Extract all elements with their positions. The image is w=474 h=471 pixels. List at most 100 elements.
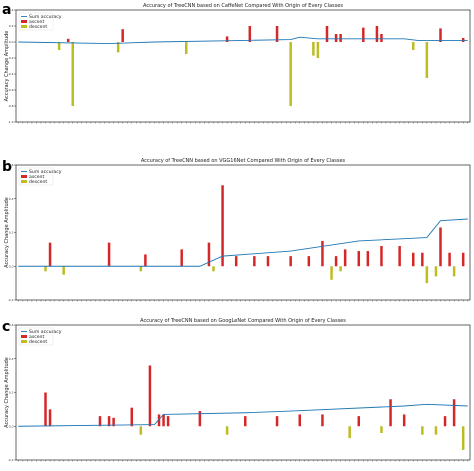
y-tick-label: -0.4 xyxy=(8,72,14,76)
descent-bar xyxy=(316,42,320,58)
y-tick-label: -0.8 xyxy=(8,104,14,108)
ascent-bar xyxy=(321,240,324,267)
legend-ascent-swatch xyxy=(21,175,27,178)
plot-frame xyxy=(15,164,471,301)
descent-bar xyxy=(434,266,438,277)
legend-descent-swatch xyxy=(21,25,27,28)
descent-bar xyxy=(44,266,47,272)
panel-letter: a xyxy=(2,2,11,18)
descent-bar xyxy=(380,426,383,433)
ascent-bar xyxy=(244,416,247,427)
descent-bar xyxy=(57,42,61,50)
y-tick-label: 0.0 xyxy=(9,264,14,268)
ascent-bar xyxy=(148,365,152,427)
ascent-bar xyxy=(461,252,465,267)
ascent-bar xyxy=(107,416,111,427)
ascent-bar xyxy=(180,249,183,267)
ascent-bar xyxy=(98,416,102,427)
descent-bar xyxy=(425,42,429,78)
descent-bar xyxy=(139,426,143,435)
y-tick-label: 0.2 xyxy=(9,231,14,235)
legend-ascent-label: ascent xyxy=(29,334,44,340)
y-tick-label: 0.0 xyxy=(9,424,14,428)
panel-letter: c xyxy=(2,319,10,335)
ascent-bar xyxy=(275,26,279,42)
ascent-bar xyxy=(253,256,256,267)
plot-frame xyxy=(15,324,471,461)
descent-bar xyxy=(434,426,438,435)
sum-accuracy-line xyxy=(18,36,468,45)
descent-bar xyxy=(348,426,351,439)
ascent-bar xyxy=(380,34,383,42)
ascent-bar xyxy=(207,242,211,267)
ascent-bar xyxy=(157,414,161,427)
descent-bar xyxy=(212,266,215,272)
y-tick-label: -0.2 xyxy=(8,298,14,302)
chart-panel-a: a Accuracy of TreeCNN based on CaffeNet C… xyxy=(2,2,471,124)
legend-descent-label: descent xyxy=(29,339,47,345)
y-axis-label: Accuracy Change Amplitude xyxy=(4,197,10,268)
ascent-bar xyxy=(144,254,147,267)
ascent-bar xyxy=(44,392,47,427)
ascent-bar xyxy=(448,252,451,267)
ascent-bar xyxy=(439,227,442,267)
legend-box xyxy=(18,12,54,31)
legend-ascent-label: ascent xyxy=(29,19,44,25)
descent-bar xyxy=(225,426,229,435)
ascent-bar xyxy=(362,27,365,42)
descent-bar xyxy=(185,42,188,54)
ascent-bar xyxy=(439,28,442,42)
legend-sum-label: Sum accuracy xyxy=(29,169,62,175)
ascent-bar xyxy=(389,399,392,427)
sum-accuracy-line xyxy=(18,403,468,427)
descent-bar xyxy=(289,42,292,106)
descent-bar xyxy=(312,42,315,56)
y-tick-label: -0.6 xyxy=(8,88,14,92)
y-tick-label: 0.2 xyxy=(9,391,14,395)
y-tick-label: -1.0 xyxy=(8,120,14,124)
ascent-bar xyxy=(452,399,456,427)
y-tick-label: 0.6 xyxy=(9,323,14,327)
ascent-bar xyxy=(66,38,70,42)
legend-sum-label: Sum accuracy xyxy=(29,14,62,20)
y-axis-label: Accuracy Change Amplitude xyxy=(4,31,10,102)
y-tick-label: -0.2 xyxy=(8,56,14,60)
legend-ascent-swatch xyxy=(21,20,27,23)
descent-bar xyxy=(425,266,429,284)
ascent-bar xyxy=(321,414,324,427)
y-tick-label: 0.6 xyxy=(9,163,14,167)
descent-bar xyxy=(461,426,465,450)
ascent-bar xyxy=(343,249,347,267)
ascent-bar xyxy=(289,256,292,267)
legend-ascent-swatch xyxy=(21,335,27,338)
ascent-bar xyxy=(48,409,52,427)
y-tick-label: 0.4 xyxy=(9,357,14,361)
descent-bar xyxy=(412,42,415,50)
ascent-bar xyxy=(412,252,415,267)
ascent-bar xyxy=(130,407,134,427)
chart-title: Accuracy of TreeCNN based on CaffeNet Co… xyxy=(143,3,343,9)
ascent-bar xyxy=(198,411,202,427)
chart-panel-c: c Accuracy of TreeCNN based on GoogLeNet … xyxy=(2,318,471,462)
ascent-bar xyxy=(298,414,301,427)
y-tick-label: 0.4 xyxy=(9,8,14,12)
ascent-bar xyxy=(221,185,224,267)
ascent-bar xyxy=(248,26,252,42)
descent-bar xyxy=(421,426,424,435)
panel-letter: b xyxy=(2,159,12,175)
descent-bar xyxy=(330,266,333,280)
chart-title: Accuracy of TreeCNN based on VGG16Net Co… xyxy=(141,158,346,164)
ascent-bar xyxy=(443,416,447,427)
y-tick-label: 0.2 xyxy=(9,24,14,28)
legend-ascent-label: ascent xyxy=(29,174,44,180)
ascent-bar xyxy=(366,251,370,267)
descent-bar xyxy=(139,266,143,272)
legend-descent-swatch xyxy=(21,180,27,183)
ascent-bar xyxy=(380,246,383,267)
ascent-bar xyxy=(357,416,361,427)
y-tick-label: 0.0 xyxy=(9,40,14,44)
y-tick-label: 0.4 xyxy=(9,197,14,201)
descent-bar xyxy=(71,42,74,106)
ascent-bar xyxy=(225,36,229,42)
